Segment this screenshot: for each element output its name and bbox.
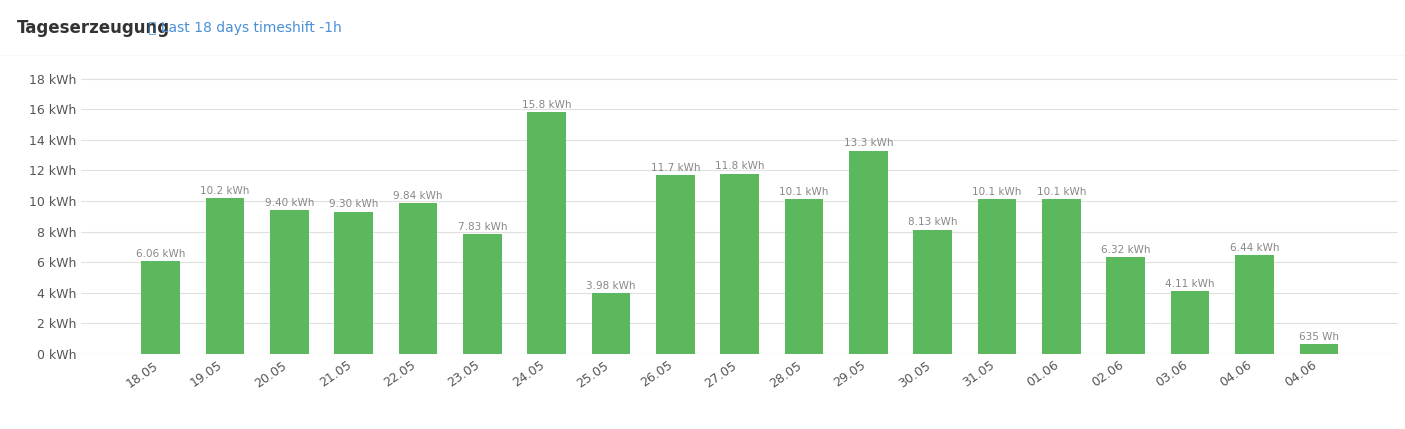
- Bar: [592, 293, 631, 354]
- Bar: [205, 198, 244, 354]
- Bar: [399, 203, 437, 354]
- Text: 11.7 kWh: 11.7 kWh: [651, 163, 700, 173]
- Text: 15.8 kWh: 15.8 kWh: [521, 100, 572, 110]
- Bar: [1300, 344, 1338, 354]
- Text: 10.1 kWh: 10.1 kWh: [972, 187, 1021, 197]
- Text: 9.30 kWh: 9.30 kWh: [329, 199, 378, 209]
- Bar: [913, 230, 953, 354]
- Text: 10.1 kWh: 10.1 kWh: [1037, 187, 1086, 197]
- Text: 9.40 kWh: 9.40 kWh: [264, 198, 313, 208]
- Bar: [270, 210, 309, 354]
- Bar: [1043, 199, 1080, 354]
- Text: 4.11 kWh: 4.11 kWh: [1165, 279, 1215, 289]
- Text: 9.84 kWh: 9.84 kWh: [393, 191, 443, 201]
- Bar: [334, 212, 372, 354]
- Bar: [464, 234, 502, 354]
- Text: 6.44 kWh: 6.44 kWh: [1229, 243, 1279, 253]
- Text: 7.83 kWh: 7.83 kWh: [458, 222, 507, 232]
- Text: 3.98 kWh: 3.98 kWh: [586, 281, 636, 291]
- Text: 10.1 kWh: 10.1 kWh: [780, 187, 829, 197]
- Text: 635 Wh: 635 Wh: [1298, 332, 1339, 342]
- Bar: [1107, 257, 1145, 354]
- Text: 6.06 kWh: 6.06 kWh: [136, 249, 185, 259]
- Text: Tageserzeugung: Tageserzeugung: [17, 19, 170, 37]
- Bar: [527, 112, 566, 354]
- Bar: [849, 151, 888, 354]
- Text: ⏰ Last 18 days timeshift -1h: ⏰ Last 18 days timeshift -1h: [148, 21, 341, 35]
- Text: 8.13 kWh: 8.13 kWh: [908, 218, 958, 227]
- Bar: [142, 261, 180, 354]
- Bar: [978, 199, 1016, 354]
- Text: 10.2 kWh: 10.2 kWh: [201, 186, 250, 196]
- Text: 6.32 kWh: 6.32 kWh: [1102, 245, 1151, 255]
- Bar: [656, 175, 694, 354]
- Bar: [785, 199, 823, 354]
- Text: 13.3 kWh: 13.3 kWh: [843, 138, 894, 148]
- Bar: [1235, 255, 1274, 354]
- Bar: [1170, 291, 1210, 354]
- Text: 11.8 kWh: 11.8 kWh: [715, 161, 764, 171]
- Bar: [721, 173, 759, 354]
